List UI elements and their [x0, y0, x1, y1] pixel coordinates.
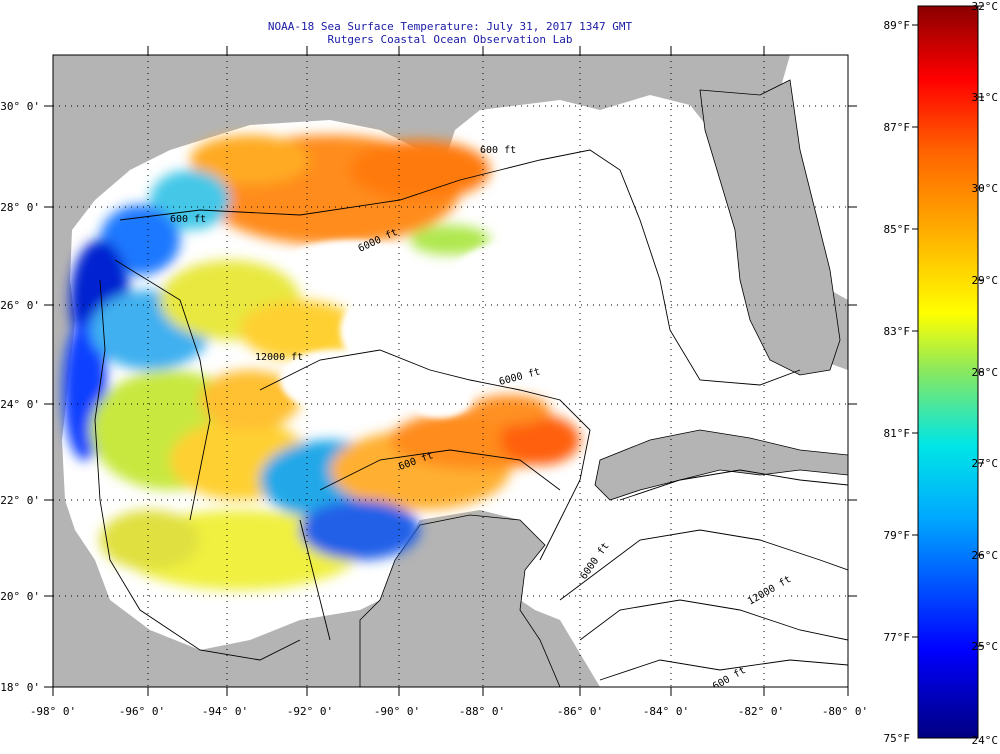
lat-label: 24° 0' [0, 398, 40, 411]
lon-label: -86° 0' [557, 705, 603, 718]
celsius-label: 29°C [972, 274, 999, 287]
map-border [52, 54, 849, 688]
celsius-label: 25°C [972, 640, 999, 653]
fahrenheit-label: 87°F [884, 121, 911, 134]
lat-label: 30° 0' [0, 100, 40, 113]
lon-label: -84° 0' [643, 705, 689, 718]
lon-label: -90° 0' [374, 705, 420, 718]
map-subtitle: Rutgers Coastal Ocean Observation Lab [327, 33, 573, 46]
atlantic-water [780, 55, 848, 300]
colorbar-fahrenheit-labels: 89°F 87°F 85°F 83°F 81°F 79°F 77°F 75°F [884, 19, 911, 745]
colorbar-celsius-labels: 32°C 31°C 30°C 29°C 28°C 27°C 26°C 25°C … [972, 0, 999, 747]
lat-label: 26° 0' [0, 299, 40, 312]
lon-label: -96° 0' [119, 705, 165, 718]
lon-label: -88° 0' [459, 705, 505, 718]
contour-label: 600 ft [170, 214, 206, 225]
axis-ticks [44, 46, 857, 696]
yucatan-land [359, 514, 561, 687]
lat-label: 22° 0' [0, 494, 40, 507]
lon-label: -82° 0' [738, 705, 784, 718]
florida-land [699, 79, 841, 376]
cuba-land [594, 429, 848, 501]
bathymetry-contours [94, 149, 848, 681]
celsius-label: 28°C [972, 366, 999, 379]
lon-label: -80° 0' [822, 705, 868, 718]
lat-labels: 30° 0' 28° 0' 26° 0' 24° 0' 22° 0' 20° 0… [0, 100, 40, 694]
celsius-label: 24°C [972, 734, 999, 747]
lon-label: -92° 0' [287, 705, 333, 718]
fahrenheit-label: 77°F [884, 631, 911, 644]
celsius-label: 30°C [972, 182, 999, 195]
lat-label: 28° 0' [0, 201, 40, 214]
data-gaps [280, 240, 600, 418]
fahrenheit-label: 89°F [884, 19, 911, 32]
fahrenheit-label: 79°F [884, 529, 911, 542]
contour-label: 12000 ft [255, 352, 303, 363]
map-area: 600 ft 600 ft 6000 ft 12000 ft 6000 ft 6… [53, 55, 848, 687]
colorbar-scale [917, 5, 979, 739]
lat-label: 18° 0' [0, 681, 40, 694]
graticule [53, 55, 848, 687]
contour-label: 600 ft [480, 145, 516, 156]
celsius-label: 26°C [972, 549, 999, 562]
map-title: NOAA-18 Sea Surface Temperature: July 31… [267, 20, 633, 33]
fahrenheit-label: 81°F [884, 427, 911, 440]
colorbar-ticks [912, 5, 984, 647]
lon-label: -94° 0' [202, 705, 248, 718]
celsius-label: 27°C [972, 457, 999, 470]
celsius-label: 31°C [972, 91, 999, 104]
lat-label: 20° 0' [0, 590, 40, 603]
fahrenheit-label: 83°F [884, 325, 911, 338]
lon-labels: -98° 0' -96° 0' -94° 0' -92° 0' -90° 0' … [30, 705, 868, 718]
celsius-label: 32°C [972, 0, 999, 13]
lon-label: -98° 0' [30, 705, 76, 718]
fahrenheit-label: 85°F [884, 223, 911, 236]
fahrenheit-label: 75°F [884, 732, 911, 745]
